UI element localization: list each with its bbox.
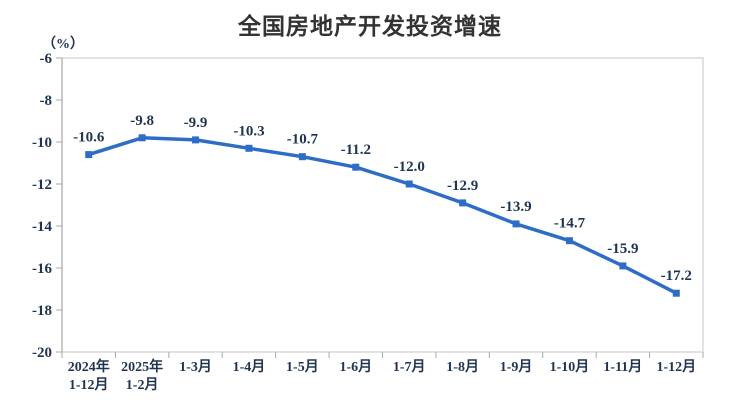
data-point-label: -10.3 [233, 123, 264, 139]
x-tick-label: 1-5月 [286, 359, 319, 375]
data-point-label: -10.7 [287, 132, 319, 148]
y-axis-unit-label: （%） [42, 36, 84, 52]
data-point-label: -12.9 [447, 178, 478, 194]
y-tick-label: -20 [32, 345, 52, 361]
data-point-marker [672, 289, 680, 297]
data-point-marker [565, 237, 573, 245]
data-point-marker [405, 180, 413, 188]
data-point-marker [245, 144, 253, 152]
x-tick-label: 2025年 [121, 358, 163, 375]
x-tick-label: 1-12月 [656, 359, 696, 375]
x-tick-label: 1-2月 [126, 377, 159, 393]
y-tick-label: -8 [40, 93, 53, 109]
y-tick-label: -18 [32, 303, 52, 319]
x-tick-label: 1-10月 [550, 359, 590, 375]
data-point-marker [298, 153, 306, 161]
data-point-label: -9.9 [184, 115, 208, 131]
x-tick-label: 1-9月 [500, 359, 533, 375]
plot-border [61, 57, 704, 353]
data-point-marker [619, 262, 627, 270]
data-point-label: -12.0 [394, 159, 425, 175]
y-tick-label: -6 [40, 51, 53, 67]
data-point-label: -11.2 [341, 142, 371, 158]
data-point-marker [192, 136, 200, 144]
x-tick-label: 1-11月 [603, 359, 642, 375]
data-point-label: -14.7 [554, 216, 586, 232]
data-series-line [86, 136, 679, 295]
data-point-label: -10.6 [73, 130, 105, 146]
data-point-marker [85, 151, 93, 159]
data-point-label: -9.8 [130, 113, 154, 129]
x-tick-label: 1-3月 [179, 359, 212, 375]
x-tick-label: 1-6月 [339, 359, 372, 375]
x-tick-label: 1-4月 [233, 359, 266, 375]
x-tick-label: 1-12月 [69, 377, 109, 393]
data-point-marker [138, 134, 146, 142]
y-tick-label: -14 [32, 219, 52, 235]
data-point-label: -17.2 [661, 268, 692, 284]
x-tick-label: 2024年 [68, 358, 110, 375]
data-point-marker [512, 220, 520, 228]
data-point-label: -15.9 [607, 241, 638, 257]
y-tick-label: -12 [32, 177, 52, 193]
x-tick-label: 1-7月 [393, 359, 426, 375]
y-tick-label: -16 [32, 261, 52, 277]
x-tick-label: 1-8月 [446, 359, 479, 375]
data-point-marker [459, 199, 467, 207]
data-point-label: -13.9 [500, 199, 531, 215]
y-tick-label: -10 [32, 135, 52, 151]
data-point-marker [352, 163, 360, 171]
chart-title: 全国房地产开发投资增速 [238, 13, 502, 39]
